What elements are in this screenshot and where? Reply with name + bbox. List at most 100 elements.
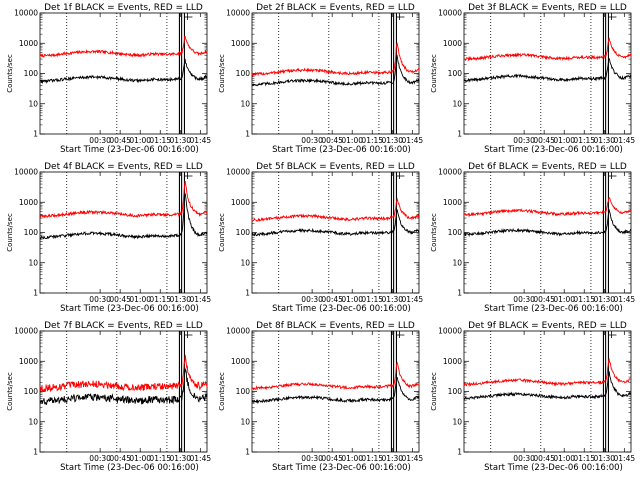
x-tick-label: 01:15 [361, 295, 383, 304]
x-tick-label: 00:45 [321, 295, 343, 304]
y-tick-label: 1 [457, 289, 462, 298]
y-tick-label: 10 [240, 417, 250, 426]
series-events-line [464, 58, 632, 83]
y-tick-label: 1 [245, 289, 250, 298]
y-axis-label: Counts/sec [6, 213, 14, 252]
x-tick-label: 01:30 [169, 136, 191, 145]
y-tick-label: 1000 [443, 39, 462, 48]
top-bracket [184, 172, 193, 179]
x-tick-label: 00:30 [301, 295, 323, 304]
top-bracket [396, 172, 405, 179]
y-tick-label: 10000 [438, 9, 462, 18]
series-events-line [39, 58, 208, 85]
x-axis-label: Start Time (23-Dec-06 00:16:00) [484, 145, 623, 155]
y-tick-label: 10000 [14, 327, 38, 336]
y-tick-label: 10000 [438, 327, 462, 336]
x-tick-label: 00:30 [513, 295, 535, 304]
panel-title: Det 4f BLACK = Events, RED = LLD [44, 162, 203, 172]
x-axis-label: Start Time (23-Dec-06 00:16:00) [484, 463, 623, 473]
y-axis-label: Counts/sec [430, 372, 438, 411]
y-tick-label: 10000 [226, 9, 250, 18]
y-axis-label: Counts/sec [430, 54, 438, 93]
x-tick-label: 01:00 [341, 454, 363, 463]
x-tick-label: 01:00 [129, 454, 151, 463]
top-bracket [608, 172, 617, 179]
y-tick-label: 10 [28, 99, 38, 108]
x-axis-label: Start Time (23-Dec-06 00:16:00) [60, 463, 199, 473]
x-tick-label: 01:30 [381, 136, 403, 145]
top-bracket [184, 13, 193, 20]
y-tick-label: 100 [24, 228, 39, 237]
x-tick-label: 01:00 [553, 454, 575, 463]
panel-title: Det 2f BLACK = Events, RED = LLD [256, 3, 415, 13]
x-tick-label: 00:45 [321, 136, 343, 145]
panel-det-4: Det 4f BLACK = Events, RED = LLD 1 10 100 10… [6, 162, 211, 314]
panel-det-9: Det 9f BLACK = Events, RED = LLD 1 10 100 10… [430, 321, 635, 473]
x-tick-label: 00:45 [109, 295, 131, 304]
series-lld-line [39, 35, 208, 58]
x-tick-label: 01:30 [169, 454, 191, 463]
y-tick-label: 100 [448, 387, 463, 396]
x-tick-label: 00:30 [513, 136, 535, 145]
panel-det-1: Det 1f BLACK = Events, RED = LLD 1 10 100 10… [6, 3, 211, 155]
top-bracket [184, 331, 193, 338]
x-tick-label: 00:30 [89, 454, 111, 463]
x-tick-label: 00:30 [301, 454, 323, 463]
panel-title: Det 1f BLACK = Events, RED = LLD [44, 3, 203, 13]
panel-det-5: Det 5f BLACK = Events, RED = LLD 1 10 100 10… [218, 162, 423, 314]
x-tick-label: 00:45 [533, 295, 555, 304]
series-lld-line [39, 181, 208, 219]
y-tick-label: 1000 [443, 198, 462, 207]
x-axis-label: Start Time (23-Dec-06 00:16:00) [484, 304, 623, 314]
x-tick-label: 01:45 [190, 295, 212, 304]
series-events-line [39, 367, 208, 406]
y-tick-label: 1000 [231, 198, 250, 207]
x-tick-label: 00:45 [109, 454, 131, 463]
y-tick-label: 100 [236, 69, 251, 78]
series-events-line [251, 54, 420, 87]
panel-title: Det 5f BLACK = Events, RED = LLD [256, 162, 415, 172]
x-tick-label: 01:15 [573, 454, 595, 463]
x-tick-label: 01:45 [614, 454, 636, 463]
y-axis-label: Counts/sec [218, 213, 226, 252]
series-events-line [463, 371, 632, 401]
y-tick-label: 10 [240, 99, 250, 108]
x-tick-label: 00:45 [533, 454, 555, 463]
y-tick-label: 1 [33, 289, 38, 298]
x-tick-label: 01:00 [129, 295, 151, 304]
x-axis-label: Start Time (23-Dec-06 00:16:00) [60, 304, 199, 314]
y-tick-label: 10 [28, 417, 38, 426]
x-tick-label: 01:00 [553, 136, 575, 145]
x-tick-label: 00:45 [109, 136, 131, 145]
x-tick-label: 00:30 [89, 295, 111, 304]
panel-det-7: Det 7f BLACK = Events, RED = LLD 1 10 100 10… [6, 321, 211, 473]
x-tick-label: 01:30 [169, 295, 191, 304]
y-tick-label: 1000 [19, 39, 38, 48]
y-tick-label: 100 [236, 228, 251, 237]
x-axis-label: Start Time (23-Dec-06 00:16:00) [272, 463, 411, 473]
series-lld-line [251, 197, 420, 223]
top-bracket [608, 13, 617, 20]
y-axis-label: Counts/sec [218, 54, 226, 93]
y-tick-label: 10000 [438, 168, 462, 177]
y-tick-label: 100 [448, 69, 463, 78]
x-tick-label: 01:45 [402, 295, 424, 304]
y-tick-label: 10 [452, 258, 462, 267]
series-events-line [251, 209, 420, 237]
y-tick-label: 1000 [19, 357, 38, 366]
panel-det-2: Det 2f BLACK = Events, RED = LLD 1 10 100 10… [218, 3, 423, 155]
y-axis-label: Counts/sec [430, 213, 438, 252]
panel-det-8: Det 8f BLACK = Events, RED = LLD 1 10 100 10… [218, 321, 423, 473]
x-tick-label: 00:30 [301, 136, 323, 145]
panel-title: Det 8f BLACK = Events, RED = LLD [256, 321, 415, 331]
x-tick-label: 01:00 [341, 295, 363, 304]
x-tick-label: 01:30 [593, 454, 615, 463]
y-tick-label: 100 [24, 69, 39, 78]
panel-title: Det 7f BLACK = Events, RED = LLD [44, 321, 203, 331]
y-tick-label: 10 [452, 99, 462, 108]
y-tick-label: 1000 [19, 198, 38, 207]
series-lld-line [39, 354, 208, 393]
panel-title: Det 3f BLACK = Events, RED = LLD [468, 3, 627, 13]
x-tick-label: 01:45 [402, 136, 424, 145]
y-tick-label: 1 [33, 130, 38, 139]
